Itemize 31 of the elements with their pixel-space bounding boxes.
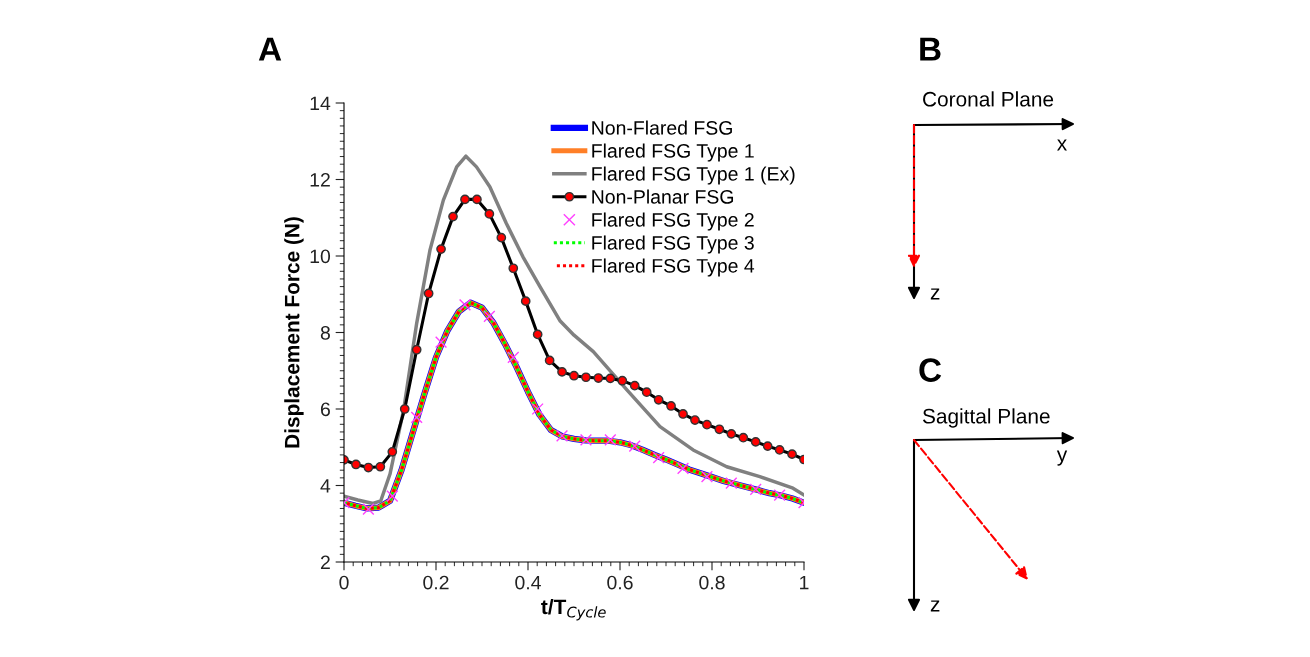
x-tick-label: 0.6 <box>607 575 633 590</box>
y-tick-label: 14 <box>310 96 331 111</box>
y-tick-label: 10 <box>310 249 331 264</box>
text: Sagittal Plane <box>922 408 1050 428</box>
legend-label: Flared FSG Type 1 <box>592 143 754 162</box>
text: y <box>1056 450 1068 466</box>
legend-label: Flared FSG Type 2 <box>592 212 754 231</box>
x-tick-label: 1 <box>800 575 809 590</box>
legend-label: Non-Planar FSG <box>592 189 734 204</box>
x-axis-title: t/T$_{Cycle}$ <box>541 598 606 621</box>
x-tick-label: 0.8 <box>699 575 725 590</box>
y-tick-label: 6 <box>320 402 330 417</box>
text: A <box>258 37 282 61</box>
text: B <box>920 37 941 61</box>
text: z <box>930 600 940 612</box>
x-tick-label: 0.4 <box>515 575 541 590</box>
legend-label: Flared FSG Type 1 (Ex) <box>592 166 795 185</box>
text: Coronal Plane <box>923 91 1054 107</box>
text: z <box>930 288 940 300</box>
legend-label: Non-Flared FSG <box>592 120 732 135</box>
legend-label: Flared FSG Type 3 <box>592 235 754 254</box>
y-tick-label: 2 <box>320 555 330 570</box>
text: C <box>919 358 942 382</box>
text: x <box>1057 139 1067 151</box>
x-tick-label: 0 <box>339 575 349 590</box>
y-axis-title: Displacement Force (N) <box>284 217 304 448</box>
x-tick-label: 0.2 <box>423 575 449 590</box>
y-tick-label: 4 <box>320 479 331 493</box>
y-tick-label: 12 <box>310 172 330 187</box>
legend-label: Flared FSG Type 4 <box>592 258 755 277</box>
y-tick-label: 8 <box>320 325 330 340</box>
